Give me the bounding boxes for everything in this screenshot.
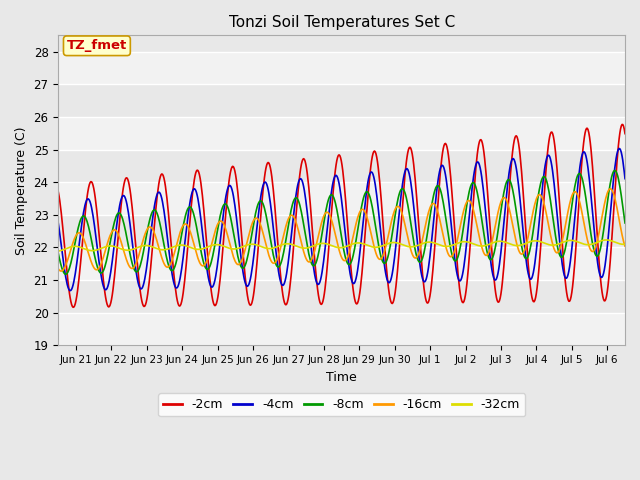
Legend: -2cm, -4cm, -8cm, -16cm, -32cm: -2cm, -4cm, -8cm, -16cm, -32cm — [158, 394, 525, 417]
Line: -2cm: -2cm — [40, 124, 625, 307]
-16cm — [423, 216, 431, 221]
-2cm — [618, 121, 626, 127]
-8cm — [36, 238, 44, 243]
-32cm — [423, 240, 431, 245]
Bar — [58, 312, 625, 345]
-4cm — [423, 273, 431, 279]
-32cm — [53, 248, 61, 254]
-2cm — [431, 239, 439, 244]
-32cm — [621, 241, 629, 247]
Line: -32cm: -32cm — [40, 240, 625, 251]
-2cm — [621, 131, 629, 136]
-8cm — [572, 180, 579, 186]
-2cm — [36, 298, 44, 304]
-4cm — [470, 169, 478, 175]
-8cm — [423, 233, 431, 239]
-32cm — [36, 244, 44, 250]
Line: -16cm: -16cm — [40, 189, 625, 271]
-8cm — [611, 168, 618, 173]
-16cm — [58, 268, 65, 274]
-16cm — [609, 188, 616, 194]
-4cm — [621, 176, 629, 181]
-8cm — [608, 174, 616, 180]
-16cm — [572, 189, 579, 195]
-8cm — [470, 180, 478, 186]
-32cm — [431, 240, 439, 246]
Bar — [58, 117, 625, 149]
Line: -8cm: -8cm — [40, 170, 625, 274]
-16cm — [621, 243, 629, 249]
Bar — [58, 182, 625, 215]
-2cm — [470, 184, 478, 190]
-8cm — [62, 271, 70, 277]
-16cm — [470, 210, 478, 216]
-4cm — [67, 288, 74, 294]
-8cm — [431, 187, 439, 192]
-4cm — [615, 145, 623, 151]
Bar — [58, 52, 625, 84]
-8cm — [621, 220, 629, 226]
-32cm — [609, 239, 616, 244]
-32cm — [360, 241, 367, 247]
X-axis label: Time: Time — [326, 371, 357, 384]
-2cm — [608, 238, 616, 243]
-8cm — [360, 195, 367, 201]
-32cm — [603, 237, 611, 243]
-16cm — [431, 202, 439, 208]
-4cm — [572, 206, 579, 212]
-16cm — [360, 207, 367, 213]
-4cm — [36, 267, 44, 273]
-2cm — [69, 304, 77, 310]
-2cm — [360, 253, 367, 259]
-4cm — [360, 216, 367, 221]
-16cm — [36, 236, 44, 241]
Title: Tonzi Soil Temperatures Set C: Tonzi Soil Temperatures Set C — [228, 15, 455, 30]
Text: TZ_fmet: TZ_fmet — [67, 39, 127, 52]
-16cm — [606, 186, 614, 192]
Bar — [58, 247, 625, 280]
-4cm — [431, 203, 439, 208]
-32cm — [572, 238, 579, 244]
-2cm — [423, 300, 431, 306]
Line: -4cm: -4cm — [40, 148, 625, 291]
-4cm — [608, 195, 616, 201]
-32cm — [470, 241, 478, 247]
Y-axis label: Soil Temperature (C): Soil Temperature (C) — [15, 126, 28, 254]
-2cm — [572, 251, 579, 256]
